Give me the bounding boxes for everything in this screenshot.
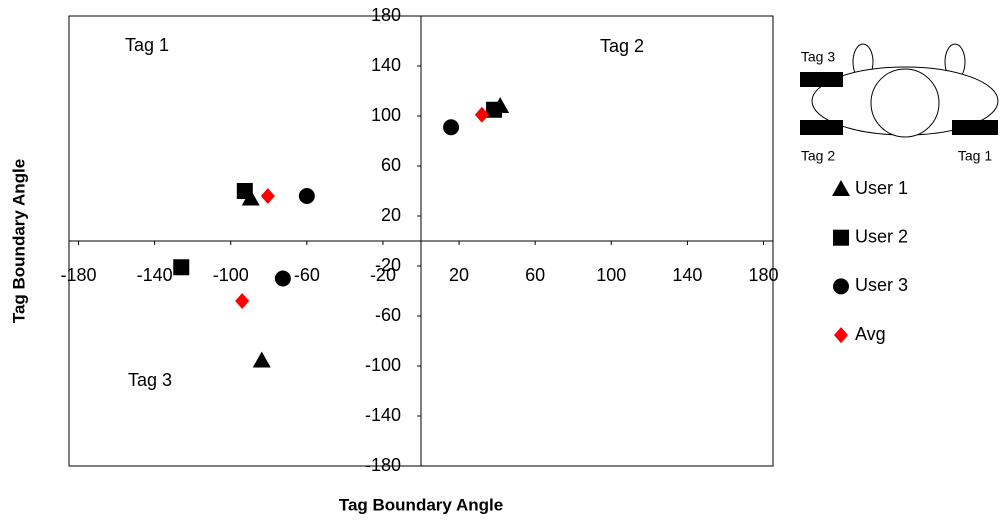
y-tick-label: -180 bbox=[365, 455, 401, 475]
y-tick-label: -140 bbox=[365, 405, 401, 425]
x-tick-label: 100 bbox=[596, 265, 626, 285]
tag-label: Tag 1 bbox=[958, 148, 992, 164]
legend-label: Avg bbox=[855, 324, 886, 344]
point bbox=[474, 106, 489, 123]
tag bbox=[800, 120, 843, 135]
y-tick-label: 20 bbox=[381, 205, 401, 225]
tag bbox=[952, 120, 998, 135]
x-tick-label: 140 bbox=[672, 265, 702, 285]
tag-label: Tag 3 bbox=[801, 49, 835, 65]
legend-label: User 1 bbox=[855, 178, 908, 198]
tag-label: Tag 2 bbox=[801, 148, 835, 164]
x-tick-label: 60 bbox=[525, 265, 545, 285]
tag bbox=[800, 72, 843, 87]
y-tick-label: -20 bbox=[375, 255, 401, 275]
x-tick-label: 180 bbox=[748, 265, 778, 285]
y-tick-label: -60 bbox=[375, 305, 401, 325]
point bbox=[235, 293, 250, 309]
point bbox=[173, 259, 190, 276]
point bbox=[443, 119, 460, 136]
legend-marker bbox=[833, 229, 849, 246]
y-tick-label: -100 bbox=[365, 355, 401, 375]
point bbox=[486, 101, 503, 118]
x-tick-label: -20 bbox=[370, 265, 396, 285]
x-tick-label: -140 bbox=[137, 265, 173, 285]
legend-label: User 2 bbox=[855, 226, 908, 246]
point bbox=[274, 270, 291, 287]
point bbox=[252, 351, 271, 368]
y-tick-label: 60 bbox=[381, 155, 401, 175]
point bbox=[260, 188, 275, 204]
y-axis-label: Tag Boundary Angle bbox=[9, 159, 28, 323]
quadrant-label: Tag 2 bbox=[600, 36, 644, 56]
x-tick-label: -100 bbox=[213, 265, 249, 285]
y-tick-label: 180 bbox=[371, 5, 401, 25]
diagram: Tag 3 Tag 2 Tag 1 bbox=[800, 43, 999, 164]
point bbox=[236, 183, 253, 199]
x-tick-label: 20 bbox=[449, 265, 469, 285]
x-tick-label: -180 bbox=[60, 265, 96, 285]
point bbox=[298, 188, 315, 204]
y-tick-label: 100 bbox=[371, 105, 401, 125]
y-tick-label: 140 bbox=[371, 55, 401, 75]
quadrant-label: Tag 1 bbox=[125, 35, 169, 55]
legend-marker bbox=[833, 278, 849, 295]
quadrant-label: Tag 3 bbox=[128, 370, 172, 390]
x-axis-label: Tag Boundary Angle bbox=[339, 495, 503, 514]
x-tick-label: -60 bbox=[294, 265, 320, 285]
legend-label: User 3 bbox=[855, 275, 908, 295]
head bbox=[870, 68, 940, 138]
legend-marker bbox=[832, 180, 850, 196]
legend-marker bbox=[834, 327, 848, 344]
